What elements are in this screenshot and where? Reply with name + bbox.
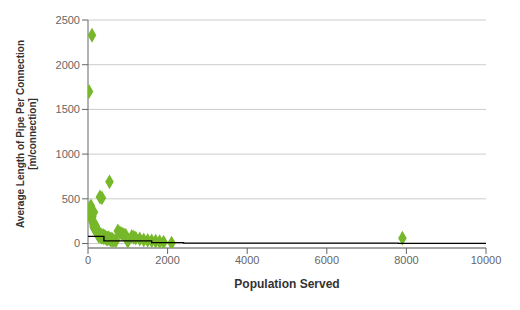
svg-text:1500: 1500 bbox=[56, 103, 80, 115]
svg-text:2000: 2000 bbox=[155, 254, 179, 266]
svg-text:8000: 8000 bbox=[394, 254, 418, 266]
svg-text:0: 0 bbox=[74, 237, 80, 249]
svg-text:2000: 2000 bbox=[56, 59, 80, 71]
svg-text:Population Served: Population Served bbox=[234, 277, 339, 291]
svg-text:500: 500 bbox=[62, 193, 80, 205]
svg-text:10000: 10000 bbox=[471, 254, 502, 266]
svg-text:2500: 2500 bbox=[56, 14, 80, 26]
svg-text:6000: 6000 bbox=[315, 254, 339, 266]
svg-text:Average Length of Pipe Per Con: Average Length of Pipe Per Connection[m/… bbox=[15, 40, 38, 228]
svg-text:1000: 1000 bbox=[56, 148, 80, 160]
svg-text:0: 0 bbox=[85, 254, 91, 266]
svg-text:4000: 4000 bbox=[235, 254, 259, 266]
